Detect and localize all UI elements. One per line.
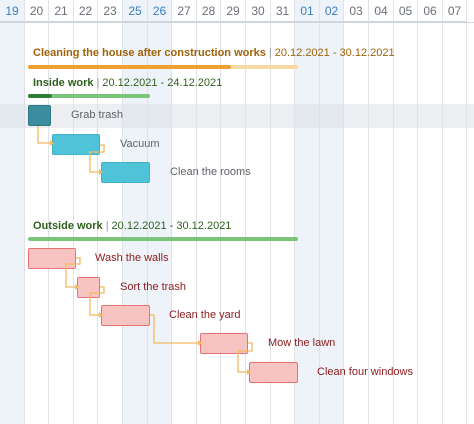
group-inside-progress-fill xyxy=(28,94,52,98)
day-column-26 xyxy=(148,22,172,424)
day-header-26[interactable]: 26 xyxy=(148,0,172,22)
task-label-clean-four-windows: Clean four windows xyxy=(317,366,413,378)
group-inside-label[interactable]: Inside work | 20.12.2021 - 24.12.2021 xyxy=(33,77,222,89)
task-label-sort-the-trash: Sort the trash xyxy=(120,281,187,293)
day-column-22 xyxy=(74,22,98,424)
day-header-21[interactable]: 21 xyxy=(49,0,74,22)
group-inside-separator: | xyxy=(96,77,100,89)
day-header-19[interactable]: 19 xyxy=(0,0,25,22)
day-header-03[interactable]: 03 xyxy=(344,0,369,22)
day-column-02 xyxy=(320,22,344,424)
day-column-25 xyxy=(123,22,148,424)
day-header-20[interactable]: 20 xyxy=(25,0,49,22)
task-label-clean-the-rooms: Clean the rooms xyxy=(170,166,251,178)
day-column-03 xyxy=(344,22,369,424)
day-header-31[interactable]: 31 xyxy=(271,0,295,22)
day-header-30[interactable]: 30 xyxy=(246,0,271,22)
day-header-22[interactable]: 22 xyxy=(74,0,98,22)
task-bar-clean-the-rooms[interactable] xyxy=(101,162,150,183)
day-header-28[interactable]: 28 xyxy=(197,0,221,22)
day-column-21 xyxy=(49,22,74,424)
task-bar-clean-the-yard[interactable] xyxy=(101,305,150,326)
task-label-vacuum: Vacuum xyxy=(120,138,160,150)
task-bar-sort-the-trash[interactable] xyxy=(77,277,100,298)
day-column-31 xyxy=(271,22,295,424)
day-column-27 xyxy=(172,22,197,424)
day-header-02[interactable]: 02 xyxy=(320,0,344,22)
group-outside-separator: | xyxy=(105,220,109,232)
day-column-23 xyxy=(98,22,123,424)
day-column-06 xyxy=(418,22,443,424)
day-column-28 xyxy=(197,22,221,424)
day-column-07 xyxy=(443,22,467,424)
group-inside-title: Inside work xyxy=(33,77,94,89)
project-title: Cleaning the house after construction wo… xyxy=(33,47,266,59)
task-bar-mow-the-lawn[interactable] xyxy=(200,333,248,354)
task-label-grab-trash: Grab trash xyxy=(71,109,123,121)
day-column-05 xyxy=(394,22,418,424)
task-bar-vacuum[interactable] xyxy=(52,134,100,155)
day-column-04 xyxy=(369,22,394,424)
project-label[interactable]: Cleaning the house after construction wo… xyxy=(33,47,395,59)
group-outside-label[interactable]: Outside work | 20.12.2021 - 30.12.2021 xyxy=(33,220,231,232)
group-outside-title: Outside work xyxy=(33,220,103,232)
task-bar-clean-four-windows[interactable] xyxy=(249,362,298,383)
selected-row-highlight xyxy=(0,104,474,128)
day-header-05[interactable]: 05 xyxy=(394,0,418,22)
day-header-29[interactable]: 29 xyxy=(221,0,246,22)
day-header-25[interactable]: 25 xyxy=(123,0,148,22)
day-header-06[interactable]: 06 xyxy=(418,0,443,22)
day-header-04[interactable]: 04 xyxy=(369,0,394,22)
task-bar-grab-trash[interactable] xyxy=(28,105,51,126)
header-divider xyxy=(0,22,474,23)
task-label-clean-the-yard: Clean the yard xyxy=(169,309,241,321)
day-column-19 xyxy=(0,22,25,424)
day-header-01[interactable]: 01 xyxy=(295,0,320,22)
day-column-01 xyxy=(295,22,320,424)
group-outside-date-range: 20.12.2021 - 30.12.2021 xyxy=(111,220,232,232)
group-inside-date-range: 20.12.2021 - 24.12.2021 xyxy=(102,77,223,89)
day-column-29 xyxy=(221,22,246,424)
day-column-30 xyxy=(246,22,271,424)
project-progress-fill xyxy=(28,65,231,69)
group-inside-summary-bar[interactable] xyxy=(28,94,150,98)
project-date-range: 20.12.2021 - 30.12.2021 xyxy=(274,47,395,59)
day-header-27[interactable]: 27 xyxy=(172,0,197,22)
day-header-23[interactable]: 23 xyxy=(98,0,123,22)
task-label-wash-the-walls: Wash the walls xyxy=(95,252,169,264)
day-column-20 xyxy=(25,22,49,424)
day-header-07[interactable]: 07 xyxy=(443,0,467,22)
group-outside-summary-bar[interactable] xyxy=(28,237,298,241)
task-label-mow-the-lawn: Mow the lawn xyxy=(268,337,336,349)
task-bar-wash-the-walls[interactable] xyxy=(28,248,76,269)
project-separator: | xyxy=(268,47,272,59)
